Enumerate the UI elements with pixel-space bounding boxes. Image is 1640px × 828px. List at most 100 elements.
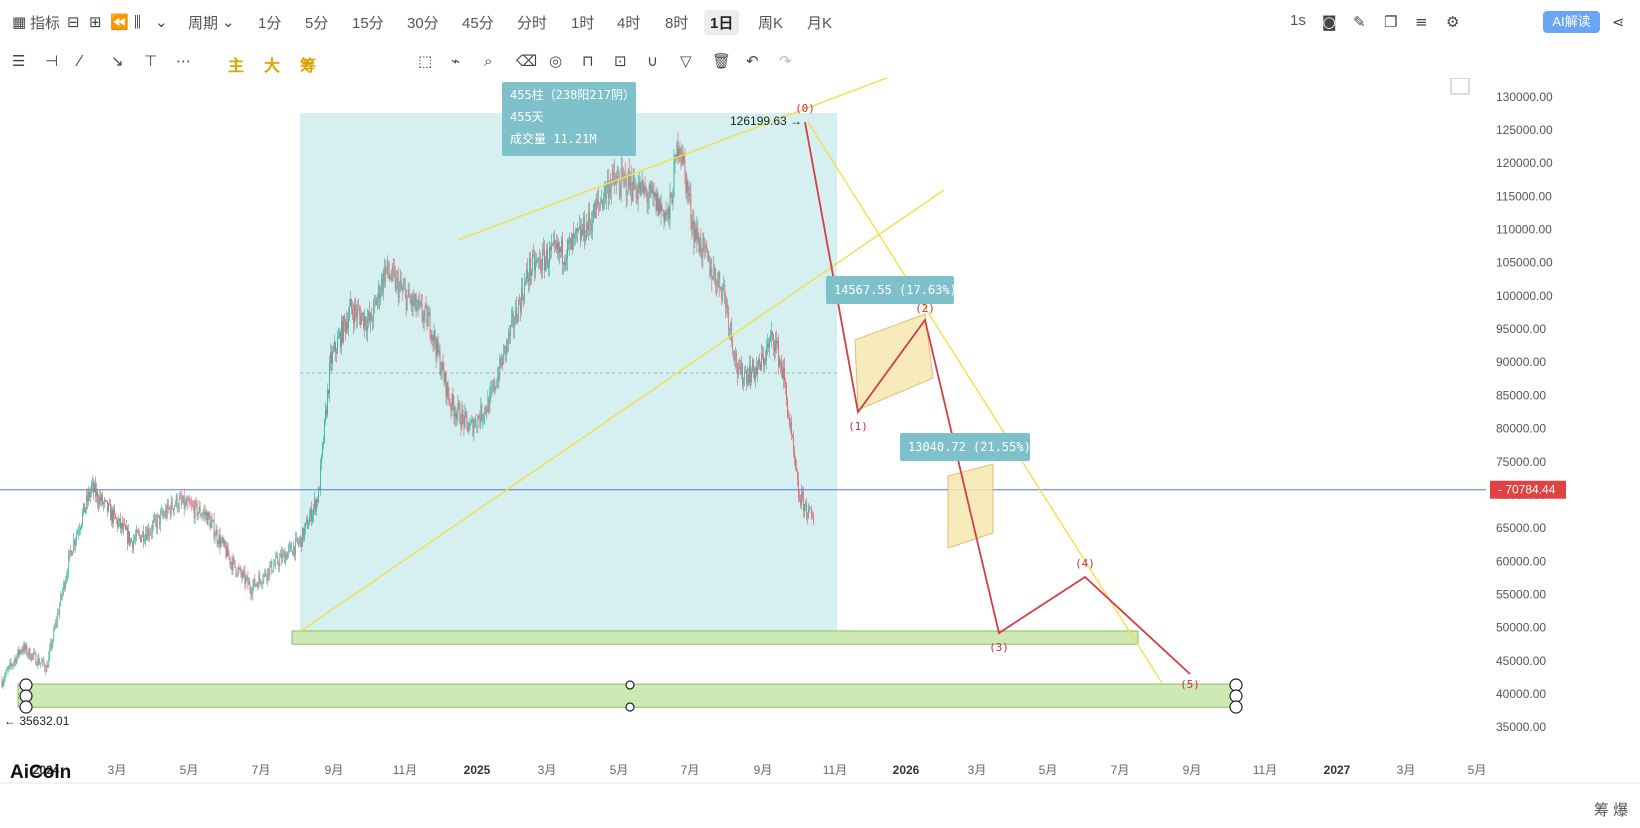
candle (690, 183, 692, 231)
zone-handle[interactable] (625, 680, 635, 690)
rectangle-icon[interactable]: ⬚ (418, 52, 433, 70)
gear-icon[interactable]: ⚙ (1446, 13, 1460, 31)
tool-chips[interactable]: 筹 (300, 58, 317, 75)
support-zone[interactable] (291, 630, 1139, 645)
zone-handle[interactable] (19, 689, 33, 703)
pen-icon[interactable]: ✎ (1353, 13, 1366, 31)
candle-body (234, 559, 236, 568)
candle-body (69, 550, 71, 556)
candle-body (122, 522, 123, 530)
zone-handle[interactable] (1229, 700, 1243, 714)
interval-1m[interactable]: 1分 (258, 15, 282, 32)
candle-body (304, 528, 305, 539)
candle-body (680, 149, 682, 158)
period-menu[interactable]: 周期 (188, 15, 219, 32)
camera-icon[interactable]: ◙ (1322, 13, 1337, 31)
template-icon[interactable]: ⊡ (614, 52, 627, 70)
lock-icon[interactable]: ⊓ (582, 52, 594, 70)
y-tick-label: 40000.00 (1496, 687, 1546, 701)
candle-body (256, 583, 258, 585)
trend-line-lower[interactable] (300, 189, 945, 632)
fib-icon[interactable]: ⊤ (144, 52, 158, 70)
candle (326, 404, 327, 420)
interval-1d[interactable]: 1日 (704, 10, 740, 35)
interval-week[interactable]: 周K (758, 15, 784, 32)
candle-body (806, 502, 807, 516)
price-chart[interactable]: 130000.00125000.00120000.00115000.001100… (0, 78, 1640, 828)
zoom-icon[interactable]: ⌕ (484, 52, 493, 70)
list-icon[interactable]: ≡ (1415, 13, 1428, 31)
zone-handle[interactable] (19, 678, 33, 692)
tool-big[interactable]: 大 (264, 58, 281, 75)
zone-handle[interactable] (19, 700, 33, 714)
candle (250, 585, 252, 601)
indicator-menu[interactable]: 指标 (30, 15, 61, 32)
candle-body (781, 362, 782, 371)
rewind-icon[interactable]: ⏪ (110, 13, 129, 31)
candle (432, 335, 434, 352)
chevron-down-icon[interactable]: ⌄ (155, 13, 168, 31)
undo-icon[interactable]: ↶ (746, 52, 759, 70)
candle (80, 526, 81, 535)
candle (707, 248, 709, 262)
redo-icon[interactable]: ↷ (779, 52, 792, 70)
candle-body (393, 269, 395, 273)
candle-body (145, 533, 147, 540)
candle-body (713, 267, 715, 279)
zone-handle[interactable] (625, 702, 635, 712)
candle-body (536, 260, 537, 263)
candle (132, 540, 133, 554)
candle-body (478, 415, 480, 419)
interval-4h[interactable]: 4时 (617, 15, 641, 32)
filter-icon[interactable]: ▽ (680, 52, 692, 70)
interval-30m[interactable]: 30分 (407, 15, 439, 32)
interval-1h[interactable]: 1时 (571, 15, 595, 32)
horizontal-line-icon[interactable]: ⊣ (45, 52, 59, 70)
candle (639, 176, 641, 198)
trend-line-down[interactable] (807, 121, 1163, 684)
candle-body (700, 238, 702, 255)
window-icon[interactable]: ❐ (1384, 13, 1398, 31)
bottom-tools-label[interactable]: 筹 爆 (1594, 802, 1629, 819)
candle-body (191, 504, 193, 506)
ruler-icon[interactable]: ⌁ (451, 52, 461, 70)
layout-icon[interactable]: ⊟ (67, 13, 80, 31)
candle-body (425, 305, 427, 307)
elliott-wave-path[interactable] (804, 121, 1191, 675)
trend-line-icon[interactable]: ⁄ (78, 52, 81, 70)
fullscreen-icon[interactable] (1450, 78, 1470, 95)
interval-5m[interactable]: 5分 (305, 15, 329, 32)
zone-handle[interactable] (1229, 678, 1243, 692)
trend-line-upper[interactable] (457, 78, 900, 241)
share-icon[interactable]: ⋖ (1612, 13, 1625, 31)
chevron-down-icon[interactable]: ⌄ (222, 13, 235, 31)
grid-icon[interactable]: ⊞ (89, 13, 102, 31)
indicator-icon[interactable]: ▦ (12, 13, 27, 31)
candle-body (348, 317, 349, 329)
tool-main[interactable]: 主 (228, 58, 245, 75)
magnet-icon[interactable]: ∪ (647, 52, 658, 70)
more-icon[interactable]: ⋯ (176, 52, 191, 70)
eye-icon[interactable]: ◎ (549, 52, 563, 70)
consolidation-channel-2[interactable] (947, 463, 994, 549)
candle (500, 356, 502, 369)
candle (524, 272, 525, 305)
interval-45m[interactable]: 45分 (462, 15, 494, 32)
trash-icon[interactable]: 🗑 (712, 52, 732, 70)
menu-icon[interactable]: ☰ (12, 52, 26, 70)
candle-body (414, 294, 416, 302)
candle-type-icon[interactable]: ⫼ (134, 13, 141, 31)
zone-handle[interactable] (1229, 689, 1243, 703)
candle (530, 251, 531, 287)
interval-month[interactable]: 月K (807, 15, 833, 32)
candle (71, 550, 73, 557)
eraser-icon[interactable]: ⌫ (516, 52, 538, 70)
interval-timeshare[interactable]: 分时 (517, 15, 548, 32)
interval-15m[interactable]: 15分 (352, 15, 384, 32)
ray-icon[interactable]: ↘ (111, 52, 124, 70)
ai-analysis-button[interactable]: AI解读 (1543, 11, 1600, 33)
candle-body (270, 561, 272, 567)
interval-8h[interactable]: 8时 (665, 15, 689, 32)
candle (426, 305, 428, 331)
refresh-rate[interactable]: 1s (1290, 12, 1306, 29)
